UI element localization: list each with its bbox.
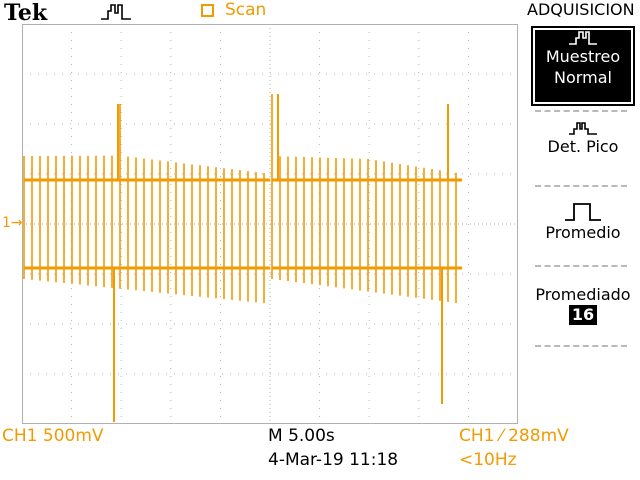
frequency-readout: <10Hz — [459, 450, 517, 470]
timebase-readout: M 5.00s — [268, 426, 335, 446]
ch1-trace — [23, 94, 462, 422]
menu-det-pico[interactable]: Det. Pico — [533, 120, 633, 157]
det-pico-label: Det. Pico — [547, 137, 619, 156]
promediado-label: Promediado — [535, 285, 631, 304]
scan-label: Scan — [225, 0, 267, 20]
menu-muestreo-normal[interactable]: Muestreo Normal — [531, 26, 635, 106]
menu-divider — [535, 185, 627, 187]
normal-label: Normal — [554, 68, 612, 87]
menu-divider — [535, 345, 627, 347]
datetime-readout: 4-Mar-19 11:18 — [268, 450, 399, 470]
trigger-pulse-icon — [101, 4, 131, 20]
sample-mode-icon — [569, 31, 597, 45]
menu-promediado[interactable]: Promediado 16 — [533, 284, 633, 325]
ch1-marker: 1→ — [2, 215, 23, 231]
waveform-display — [22, 24, 518, 424]
menu-promedio[interactable]: Promedio — [533, 202, 633, 243]
trace-rails — [24, 178, 462, 270]
average-mode-icon — [565, 203, 601, 221]
trigger-readout: CH1 ⁄ 288mV — [459, 426, 569, 446]
menu-title: ADQUISICION — [527, 0, 635, 19]
scan-checkbox[interactable] — [201, 4, 214, 17]
promediado-value[interactable]: 16 — [568, 305, 598, 325]
promedio-label: Promedio — [545, 223, 621, 242]
brand-logo: Tek — [4, 0, 48, 26]
muestreo-label: Muestreo — [545, 47, 621, 66]
peak-detect-icon — [569, 122, 597, 135]
ch1-scale-readout: CH1 500mV — [2, 426, 104, 446]
menu-divider — [535, 265, 627, 267]
menu-divider — [535, 110, 627, 112]
